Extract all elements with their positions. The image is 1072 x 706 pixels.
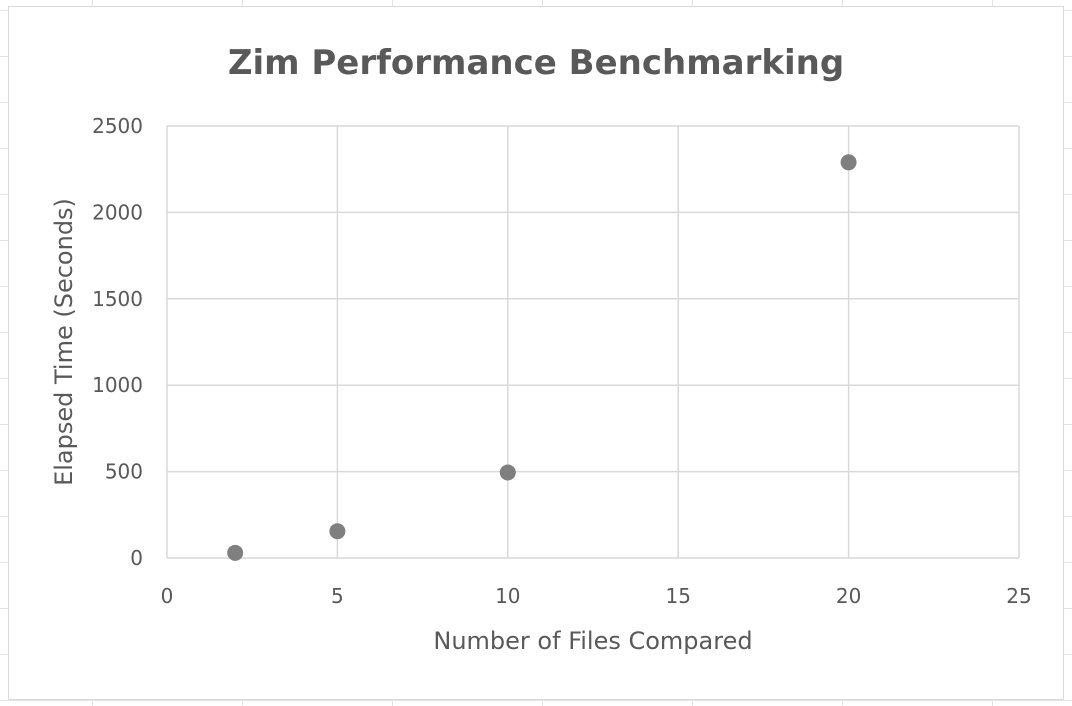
x-tick-label: 5 (331, 584, 344, 608)
y-tick-label: 1000 (92, 373, 143, 397)
x-tick-label: 20 (836, 584, 861, 608)
y-tick-label: 2000 (92, 200, 143, 224)
x-tick-label: 15 (665, 584, 690, 608)
chart-area[interactable] (8, 6, 1064, 700)
y-tick-label: 500 (105, 460, 143, 484)
y-tick-label: 0 (130, 546, 143, 570)
x-tick-label: 25 (1006, 584, 1031, 608)
data-points[interactable] (227, 154, 857, 561)
data-point[interactable] (840, 154, 857, 171)
data-point[interactable] (329, 523, 346, 540)
gridlines (166, 125, 1020, 559)
tick-labels: 0 5 10 15 20 25 0 500 1000 1500 2000 2500 (92, 114, 1032, 608)
y-tick-label: 1500 (92, 287, 143, 311)
chart-title: Zim Performance Benchmarking (228, 43, 844, 83)
data-point[interactable] (227, 544, 244, 561)
x-tick-label: 10 (495, 584, 520, 608)
data-point[interactable] (499, 464, 516, 481)
x-tick-label: 0 (161, 584, 174, 608)
y-tick-label: 2500 (92, 114, 143, 138)
y-axis-title: Elapsed Time (Seconds) (50, 198, 78, 486)
x-axis-title: Number of Files Compared (433, 627, 752, 655)
